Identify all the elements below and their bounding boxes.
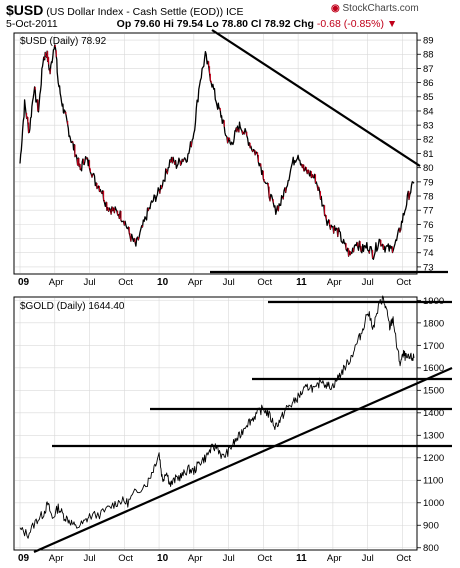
gold-y-tick-label: 1800 <box>423 318 444 329</box>
gold-x-tick-label: 10 <box>157 553 169 564</box>
usd-trendlines <box>210 29 448 274</box>
usd-x-tick-label: Jul <box>223 277 235 288</box>
usd-x-tick-label: Jul <box>84 277 96 288</box>
usd-y-tick-label: 76 <box>423 220 434 231</box>
gold-x-axis-ticks: 09 Apr Jul Oct 10 Apr Jul Oct 11 Apr Jul Oct <box>18 553 412 564</box>
gold-x-tick-label: Oct <box>257 553 272 564</box>
usd-y-tick-label: 87 <box>423 64 434 75</box>
gold-panel: 800 900 1000 1100 1200 1300 1400 1500 1600 1700 18… <box>13 295 453 554</box>
ohlc-quote: Op 79.60 Hi 79.54 Lo 78.80 Cl 78.92 Chg … <box>117 18 398 30</box>
usd-y-tick-label: 84 <box>423 106 434 117</box>
usd-y-tick-label: 81 <box>423 149 434 160</box>
usd-panel-title: $USD (Daily) 78.92 <box>20 36 107 47</box>
gold-x-tick-label: Jul <box>362 553 374 564</box>
gold-x-tick-label: Oct <box>396 553 411 564</box>
usd-y-tick-label: 75 <box>423 234 434 245</box>
gold-y-tick-label: 1700 <box>423 341 444 352</box>
symbol-label: $USD <box>6 2 44 18</box>
usd-y-tick-label: 88 <box>423 50 434 61</box>
usd-y-tick-label: 77 <box>423 206 434 217</box>
gold-y-tick-label: 1900 <box>423 296 444 307</box>
usd-gridlines <box>15 34 416 273</box>
brand-name: StockCharts.com <box>342 3 419 14</box>
usd-x-tick-label: Oct <box>257 277 272 288</box>
gold-price-line <box>19 295 415 539</box>
stockcharts-logo-icon: ◉ <box>331 3 340 14</box>
usd-y-tick-label: 82 <box>423 135 434 146</box>
change-value: -0.68 (-0.85%) <box>316 18 384 30</box>
usd-x-tick-label: 11 <box>296 277 307 288</box>
gold-gridlines <box>15 298 416 549</box>
usd-x-tick-label: Apr <box>327 277 342 288</box>
gold-panel-title: $GOLD (Daily) 1644.40 <box>20 301 125 312</box>
gold-y-tick-label: 1600 <box>423 363 444 374</box>
chart-date: 5-Oct-2011 <box>6 18 58 30</box>
usd-y-tick-label: 78 <box>423 191 434 202</box>
gold-y-axis-ticks: 800 900 1000 1100 1200 1300 1400 1500 1600 1700 18… <box>417 296 444 554</box>
usd-price-series <box>19 44 415 260</box>
usd-y-tick-label: 74 <box>423 248 434 259</box>
gold-y-tick-label: 1400 <box>423 408 444 419</box>
chart-header-quote-line: 5-Oct-2011 Op 79.60 Hi 79.54 Lo 78.80 Cl… <box>6 18 397 30</box>
gold-uptrend-line <box>33 366 453 554</box>
brand-watermark: ◉ StockCharts.com <box>331 3 419 14</box>
usd-x-tick-label: Oct <box>396 277 411 288</box>
down-arrow-icon: ▼ <box>386 18 398 30</box>
gold-y-tick-label: 1000 <box>423 498 444 509</box>
chart-header-symbol-line: $USD (US Dollar Index - Cash Settle (EOD… <box>6 2 244 18</box>
usd-x-tick-label: Apr <box>49 277 64 288</box>
gold-x-tick-label: Apr <box>327 553 342 564</box>
usd-y-axis-ticks: 73 74 75 76 77 78 79 80 81 82 83 84 85 86 87 88 89 <box>417 35 434 273</box>
gold-y-tick-label: 1300 <box>423 431 444 442</box>
usd-y-tick-label: 89 <box>423 35 434 46</box>
usd-x-tick-label: Oct <box>118 277 133 288</box>
gold-x-tick-label: Jul <box>84 553 96 564</box>
usd-x-tick-label: 10 <box>157 277 169 288</box>
symbol-description: (US Dollar Index - Cash Settle (EOD)) IC… <box>46 6 244 18</box>
usd-y-tick-label: 83 <box>423 121 434 132</box>
usd-x-tick-label: Jul <box>362 277 374 288</box>
usd-y-tick-label: 85 <box>423 92 434 103</box>
gold-x-tick-label: Apr <box>49 553 64 564</box>
usd-y-tick-label: 73 <box>423 262 434 273</box>
gold-y-tick-label: 1500 <box>423 386 444 397</box>
ohlc-values: Op 79.60 Hi 79.54 Lo 78.80 Cl 78.92 Chg <box>116 18 317 30</box>
usd-y-tick-label: 80 <box>423 163 434 174</box>
gold-y-tick-label: 1200 <box>423 453 444 464</box>
gold-trendlines <box>33 300 453 554</box>
usd-x-tick-label: 09 <box>18 277 30 288</box>
gold-panel-frame <box>13 296 418 551</box>
gold-price-series <box>19 295 415 539</box>
usd-y-tick-label: 86 <box>423 78 434 89</box>
gold-x-tick-label: Apr <box>188 553 203 564</box>
gold-y-tick-label: 800 <box>423 543 439 554</box>
gold-x-tick-label: Jul <box>223 553 235 564</box>
usd-panel: 73 74 75 76 77 78 79 80 81 82 83 84 85 86 87 88 89 $USD … <box>13 29 448 275</box>
gold-x-tick-label: 11 <box>296 553 307 564</box>
gold-y-tick-label: 900 <box>423 521 439 532</box>
gold-x-tick-label: 09 <box>18 553 30 564</box>
usd-y-tick-label: 79 <box>423 177 434 188</box>
gold-y-tick-label: 1100 <box>423 476 443 487</box>
usd-x-tick-label: Apr <box>188 277 203 288</box>
usd-downtrend-line <box>211 29 421 167</box>
gold-x-tick-label: Oct <box>118 553 133 564</box>
usd-x-axis-ticks: 09 Apr Jul Oct 10 Apr Jul Oct 11 Apr Jul Oct <box>18 277 412 288</box>
